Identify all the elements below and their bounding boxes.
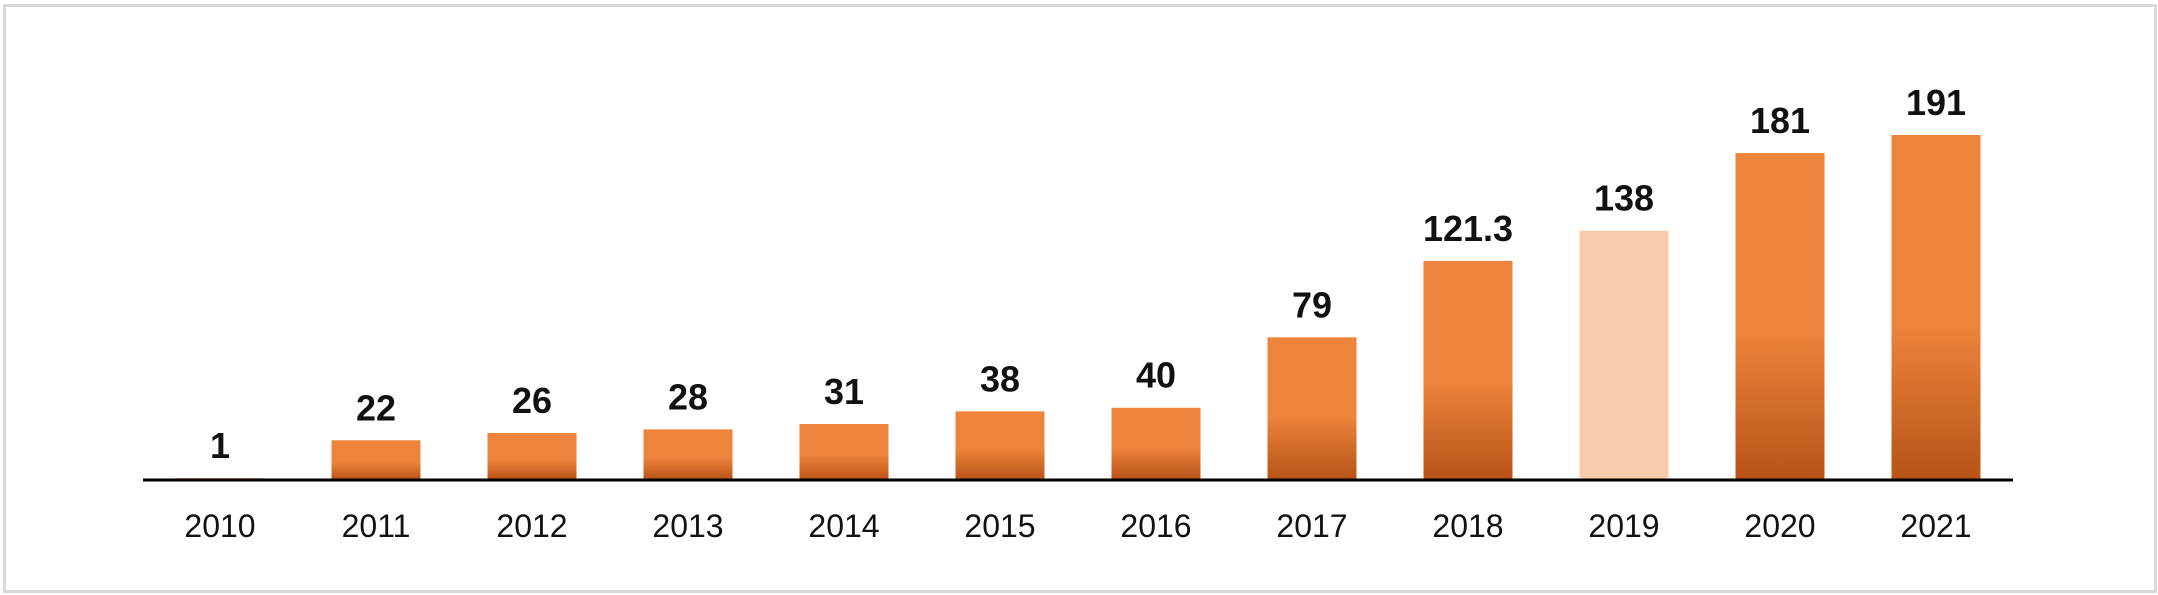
bar-2014 [799, 424, 889, 480]
bar-2017 [1267, 337, 1357, 480]
value-label-2015: 38 [980, 358, 1020, 399]
x-tick-label-2021: 2021 [1900, 508, 1971, 544]
bar-2018 [1423, 260, 1513, 480]
bar-2020 [1735, 153, 1825, 481]
value-label-2016: 40 [1136, 355, 1176, 396]
value-label-2012: 26 [512, 380, 552, 421]
x-tick-label-2019: 2019 [1588, 508, 1659, 544]
x-tick-label-2020: 2020 [1744, 508, 1815, 544]
x-tick-label-2014: 2014 [808, 508, 879, 544]
value-label-2010: 1 [210, 425, 230, 466]
x-tick-label-2017: 2017 [1276, 508, 1347, 544]
bar-2021 [1891, 135, 1981, 480]
value-label-2021: 191 [1906, 82, 1966, 123]
bar-2011 [331, 440, 421, 480]
value-label-2013: 28 [668, 376, 708, 417]
bar-2012 [487, 433, 577, 480]
x-tick-label-2015: 2015 [964, 508, 1035, 544]
x-tick-label-2013: 2013 [652, 508, 723, 544]
value-label-2011: 22 [356, 387, 396, 428]
x-tick-label-2012: 2012 [496, 508, 567, 544]
x-tick-label-2011: 2011 [342, 508, 411, 544]
x-tick-label-2018: 2018 [1432, 508, 1503, 544]
value-label-2020: 181 [1750, 100, 1810, 141]
bar-2019 [1579, 230, 1669, 480]
x-tick-label-2016: 2016 [1120, 508, 1191, 544]
value-label-2019: 138 [1594, 178, 1654, 219]
value-label-2017: 79 [1292, 284, 1332, 325]
x-tick-label-2010: 2010 [184, 508, 255, 544]
value-label-2014: 31 [824, 371, 864, 412]
bar-2015 [955, 411, 1045, 480]
value-label-2018: 121.3 [1423, 208, 1513, 249]
bar-2013 [643, 429, 733, 480]
bar-2016 [1111, 407, 1201, 480]
